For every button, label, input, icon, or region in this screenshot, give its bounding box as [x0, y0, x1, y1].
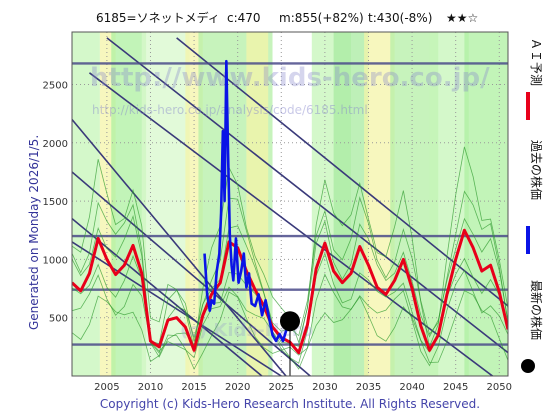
- x-tick-label: 2025: [269, 382, 294, 393]
- x-tick-label: 2045: [443, 382, 468, 393]
- x-tick-label: 2005: [94, 382, 119, 393]
- x-tick-label: 2015: [181, 382, 206, 393]
- forecast-band: [141, 32, 190, 376]
- y-tick-label: 1500: [43, 197, 68, 208]
- forecast-band: [72, 32, 100, 376]
- chart-header-current: c:470: [227, 11, 261, 25]
- footer-copyright: Copyright (c) Kids-Hero Research Institu…: [100, 397, 480, 411]
- x-tick-label: 2030: [312, 382, 337, 393]
- forecast-band: [333, 32, 369, 376]
- legend-latest-marker: [521, 359, 535, 373]
- legend-latest-label: 最新の株価: [529, 280, 544, 340]
- y-tick-label: 2500: [43, 80, 68, 91]
- trend-channel-line: [72, 118, 288, 376]
- x-tick-label: 2020: [225, 382, 250, 393]
- y-tick-label: 2000: [43, 139, 68, 150]
- generated-date-caption: Generated on Monday 2026/1/5.: [27, 135, 41, 330]
- watermark-url: http://www.kids-hero.co.jp/: [90, 63, 490, 93]
- legend-past-label: 過去の株価: [529, 140, 544, 200]
- x-tick-label: 2040: [399, 382, 424, 393]
- watermark-sub: http://kids-hero.co.jp/analysis/code/618…: [92, 103, 368, 117]
- past-price-line: [203, 59, 292, 343]
- latest-price-marker: [280, 311, 300, 332]
- x-tick-label: 2035: [356, 382, 381, 393]
- trend-channel-line: [72, 241, 282, 376]
- y-tick-label: 500: [49, 314, 68, 325]
- chart-header-medium: m:855(+82%): [279, 11, 364, 25]
- x-tick-label: 2050: [487, 382, 512, 393]
- legend: ＡＩ予測 過去の株価 最新の株価: [521, 38, 544, 373]
- trend-channel-line: [72, 171, 312, 376]
- forecast-band: [364, 32, 395, 376]
- legend-ai-label: ＡＩ予測: [529, 38, 543, 86]
- trend-channel-line: [72, 217, 264, 376]
- plot-area: http://www.kids-hero.co.jp/ http://kids-…: [72, 32, 508, 376]
- chart-header-code: 6185=ソネットメディ: [96, 10, 220, 25]
- plot-frame: [71, 31, 509, 377]
- trend-channel-line: [176, 37, 508, 307]
- x-tick-label: 2010: [138, 382, 163, 393]
- y-tick-label: 1000: [43, 255, 68, 266]
- chart-header-target: t:430(-8%): [368, 11, 432, 25]
- chart-header-rating: ★★☆: [446, 11, 478, 25]
